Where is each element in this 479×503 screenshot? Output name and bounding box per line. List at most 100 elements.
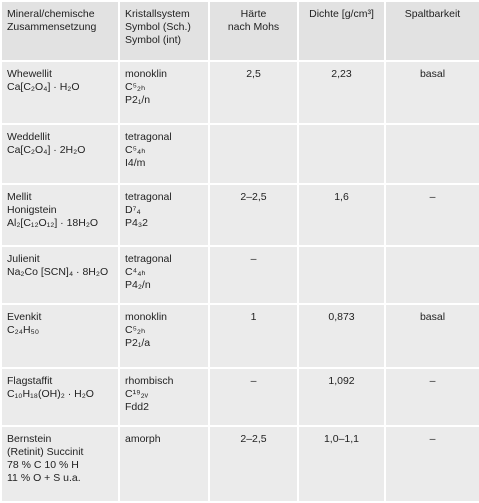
table-cell: basal [384, 60, 479, 125]
table-cell: 1,6 [297, 183, 386, 247]
table-cell: tetragonal C⁵₄ₕ I4/m [118, 123, 210, 185]
table-cell: 2,5 [208, 60, 299, 125]
table-cell: 2–2,5 [208, 183, 299, 247]
cell-text: tetragonal [125, 253, 172, 265]
cell-text: Symbol (int) [125, 34, 182, 46]
cell-text: Mellit [7, 191, 32, 203]
table-cell: amorph [118, 425, 210, 503]
table-cell: tetragonal D⁷₄ P4₃2 [118, 183, 210, 247]
cell-text: tetragonal [125, 131, 172, 143]
table-cell [297, 245, 386, 305]
table-cell: 2–2,5 [208, 425, 299, 503]
cell-text: (Retinit) Succinit [7, 446, 84, 458]
table-row: Bernstein (Retinit) Succinit 78 % C 10 % H… [0, 425, 479, 503]
table-cell [384, 123, 479, 185]
cell-text: C⁵₂ₕ [125, 81, 146, 93]
header-cell: Kristallsystem Symbol (Sch.) Symbol (int) [118, 0, 210, 62]
cell-text: 2–2,5 [240, 433, 267, 445]
table-cell: – [208, 367, 299, 427]
table-cell: Weddellit Ca[C₂O₄] · 2H₂O [0, 123, 120, 185]
cell-text: Weddellit [7, 131, 50, 143]
cell-text: – [250, 375, 257, 387]
cell-text: 2,23 [331, 68, 352, 80]
cell-text: 1,0–1,1 [323, 433, 360, 445]
cell-text: Mineral/chemische [7, 8, 95, 20]
cell-text: Bernstein [7, 433, 52, 445]
cell-text: Fdd2 [125, 401, 149, 413]
table-row: Weddellit Ca[C₂O₄] · 2H₂O tetragonal C⁵₄ₕ I4… [0, 123, 479, 185]
cell-text: Flagstaffit [7, 375, 53, 387]
table-cell [297, 123, 386, 185]
cell-text: C₁₀H₁₈(OH)₂ · H₂O [7, 388, 94, 400]
table-cell: basal [384, 303, 479, 369]
table-row: Julienit Na₂Co [SCN]₄ · 8H₂O tetragonal C⁴₄… [0, 245, 479, 305]
cell-text: 2,5 [246, 68, 261, 80]
table-cell: Evenkit C₂₄H₅₀ [0, 303, 120, 369]
header-cell: Dichte [g/cm³] [297, 0, 386, 62]
header-cell: Härte nach Mohs [208, 0, 299, 62]
table-cell [208, 123, 299, 185]
table-row: Flagstaffit C₁₀H₁₈(OH)₂ · H₂O rhombisch C¹⁹… [0, 367, 479, 427]
table-cell: rhombisch C¹⁹₂ᵥ Fdd2 [118, 367, 210, 427]
cell-text: Härte [240, 8, 267, 20]
header-row: Mineral/chemische Zusammensetzung Kristall… [0, 0, 479, 62]
cell-text: – [250, 253, 257, 265]
cell-text: C⁴₄ₕ [125, 266, 146, 278]
table-cell: – [384, 183, 479, 247]
header-cell: Spaltbarkeit [384, 0, 479, 62]
table-cell: Mellit Honigstein Al₂[C₁₂O₁₂] · 18H₂O [0, 183, 120, 247]
cell-text: C₂₄H₅₀ [7, 324, 40, 336]
cell-text: 1 [250, 311, 257, 323]
cell-text: Spaltbarkeit [404, 8, 461, 20]
cell-text: nach Mohs [227, 21, 280, 33]
cell-text: 11 % O + S u.a. [7, 472, 81, 484]
cell-text: 1,6 [334, 191, 349, 203]
cell-text: C¹⁹₂ᵥ [125, 388, 149, 400]
cell-text: 78 % C 10 % H [7, 459, 79, 471]
cell-text: rhombisch [125, 375, 174, 387]
table-cell: Bernstein (Retinit) Succinit 78 % C 10 % H… [0, 425, 120, 503]
table-cell: 1 [208, 303, 299, 369]
table-cell: Julienit Na₂Co [SCN]₄ · 8H₂O [0, 245, 120, 305]
cell-text: D⁷₄ [125, 204, 141, 216]
table-cell: – [384, 425, 479, 503]
cell-text: Julienit [7, 253, 40, 265]
cell-text: Zusammensetzung [7, 21, 97, 33]
cell-text: 1,092 [328, 375, 355, 387]
table-row: Whewellit Ca[C₂O₄] · H₂O monoklin C⁵₂ₕ P2₁/n… [0, 60, 479, 125]
cell-text: 2–2,5 [240, 191, 267, 203]
table-cell: tetragonal C⁴₄ₕ P4₂/n [118, 245, 210, 305]
cell-text: Al₂[C₁₂O₁₂] · 18H₂O [7, 217, 99, 229]
table-cell: – [384, 367, 479, 427]
table-body: Whewellit Ca[C₂O₄] · H₂O monoklin C⁵₂ₕ P2₁/n… [0, 60, 479, 503]
cell-text: basal [419, 68, 446, 80]
table-cell: 0,873 [297, 303, 386, 369]
table-cell: Whewellit Ca[C₂O₄] · H₂O [0, 60, 120, 125]
table-cell: Flagstaffit C₁₀H₁₈(OH)₂ · H₂O [0, 367, 120, 427]
table-row: Evenkit C₂₄H₅₀ monoklin C⁵₂ₕ P2₁/a 1 0,873 basa… [0, 303, 479, 369]
cell-text: C⁵₄ₕ [125, 144, 146, 156]
cell-text: C⁵₂ₕ [125, 324, 146, 336]
table-cell: monoklin C⁵₂ₕ P2₁/a [118, 303, 210, 369]
cell-text: Ca[C₂O₄] · H₂O [7, 81, 80, 93]
cell-text: P4₃2 [125, 217, 148, 229]
cell-text: – [429, 191, 436, 203]
cell-text: 0,873 [328, 311, 355, 323]
cell-text: Na₂Co [SCN]₄ · 8H₂O [7, 266, 109, 278]
cell-text: monoklin [125, 68, 168, 80]
cell-text: – [429, 433, 436, 445]
cell-text: P2₁/n [125, 94, 151, 106]
cell-text: monoklin [125, 311, 168, 323]
cell-text: P4₂/n [125, 279, 151, 291]
cell-text: Symbol (Sch.) [125, 21, 191, 33]
table-cell: 1,0–1,1 [297, 425, 386, 503]
cell-text: Evenkit [7, 311, 42, 323]
cell-text: tetragonal [125, 191, 172, 203]
cell-text: – [429, 375, 436, 387]
cell-text: basal [419, 311, 446, 323]
cell-text: Kristallsystem [125, 8, 190, 20]
cell-text: Ca[C₂O₄] · 2H₂O [7, 144, 86, 156]
header-cell: Mineral/chemische Zusammensetzung [0, 0, 120, 62]
